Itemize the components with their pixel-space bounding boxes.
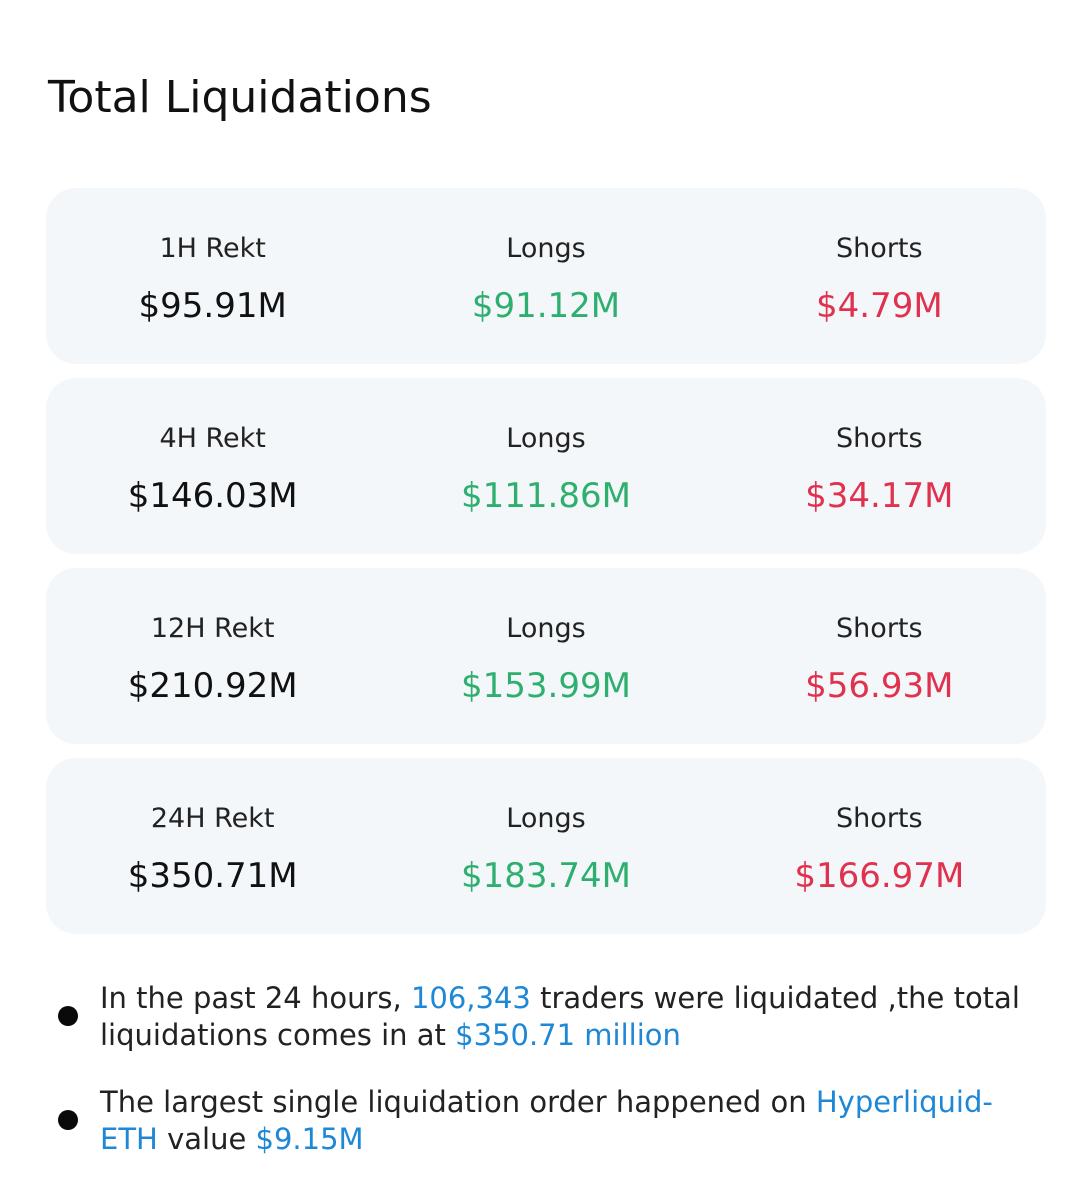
longs-value: $153.99M bbox=[461, 666, 631, 706]
bullet-dot-icon bbox=[58, 1006, 78, 1026]
longs-label: Longs bbox=[506, 803, 586, 834]
shorts-value: $4.79M bbox=[815, 286, 943, 326]
shorts-label: Shorts bbox=[836, 423, 923, 454]
period-label: 12H Rekt bbox=[150, 613, 275, 644]
summary-item-largest-order: The largest single liquidation order hap… bbox=[52, 1084, 1042, 1158]
liquidation-card-4h: 4H Rekt $146.03M Longs $111.86M Shorts $… bbox=[46, 378, 1046, 554]
period-label: 1H Rekt bbox=[159, 233, 266, 264]
longs-value: $91.12M bbox=[471, 286, 621, 326]
longs-label: Longs bbox=[506, 233, 586, 264]
exchange-pair-link[interactable]: Hyperliquid-ETH bbox=[100, 1085, 993, 1156]
total-column: 12H Rekt $210.92M bbox=[46, 568, 379, 744]
total-value: $146.03M bbox=[127, 476, 298, 516]
shorts-column: Shorts $56.93M bbox=[713, 568, 1046, 744]
shorts-column: Shorts $166.97M bbox=[713, 758, 1046, 934]
shorts-column: Shorts $4.79M bbox=[713, 188, 1046, 364]
largest-order-value-link[interactable]: $9.15M bbox=[255, 1122, 364, 1156]
longs-value: $111.86M bbox=[461, 476, 631, 516]
shorts-column: Shorts $34.17M bbox=[713, 378, 1046, 554]
total-column: 1H Rekt $95.91M bbox=[46, 188, 379, 364]
summary-list: In the past 24 hours, 106,343 traders we… bbox=[52, 980, 1042, 1188]
liquidation-cards: 1H Rekt $95.91M Longs $91.12M Shorts $4.… bbox=[46, 188, 1046, 948]
total-value: $210.92M bbox=[127, 666, 298, 706]
summary-text: traders were liquidated ,the total liqui… bbox=[100, 981, 1020, 1052]
traders-count-link[interactable]: 106,343 bbox=[410, 981, 531, 1015]
summary-text: The largest single liquidation order hap… bbox=[100, 1085, 816, 1119]
total-value: $350.71M bbox=[127, 856, 298, 896]
total-column: 24H Rekt $350.71M bbox=[46, 758, 379, 934]
period-label: 24H Rekt bbox=[150, 803, 275, 834]
longs-label: Longs bbox=[506, 613, 586, 644]
summary-text: value bbox=[157, 1122, 256, 1156]
shorts-label: Shorts bbox=[836, 233, 923, 264]
page-title: Total Liquidations bbox=[48, 72, 432, 123]
longs-column: Longs $91.12M bbox=[379, 188, 712, 364]
bullet-dot-icon bbox=[58, 1110, 78, 1130]
shorts-label: Shorts bbox=[836, 613, 923, 644]
shorts-value: $56.93M bbox=[805, 666, 954, 706]
longs-column: Longs $153.99M bbox=[379, 568, 712, 744]
liquidation-card-1h: 1H Rekt $95.91M Longs $91.12M Shorts $4.… bbox=[46, 188, 1046, 364]
longs-label: Longs bbox=[506, 423, 586, 454]
longs-column: Longs $183.74M bbox=[379, 758, 712, 934]
summary-text: In the past 24 hours, bbox=[100, 981, 411, 1015]
shorts-value: $34.17M bbox=[805, 476, 954, 516]
summary-item-traders: In the past 24 hours, 106,343 traders we… bbox=[52, 980, 1042, 1054]
longs-value: $183.74M bbox=[461, 856, 631, 896]
shorts-value: $166.97M bbox=[794, 856, 965, 896]
liquidation-card-12h: 12H Rekt $210.92M Longs $153.99M Shorts … bbox=[46, 568, 1046, 744]
longs-column: Longs $111.86M bbox=[379, 378, 712, 554]
total-value: $95.91M bbox=[138, 286, 287, 326]
total-liquidation-link[interactable]: $350.71 million bbox=[455, 1018, 681, 1052]
shorts-label: Shorts bbox=[836, 803, 923, 834]
total-column: 4H Rekt $146.03M bbox=[46, 378, 379, 554]
liquidation-card-24h: 24H Rekt $350.71M Longs $183.74M Shorts … bbox=[46, 758, 1046, 934]
period-label: 4H Rekt bbox=[159, 423, 266, 454]
